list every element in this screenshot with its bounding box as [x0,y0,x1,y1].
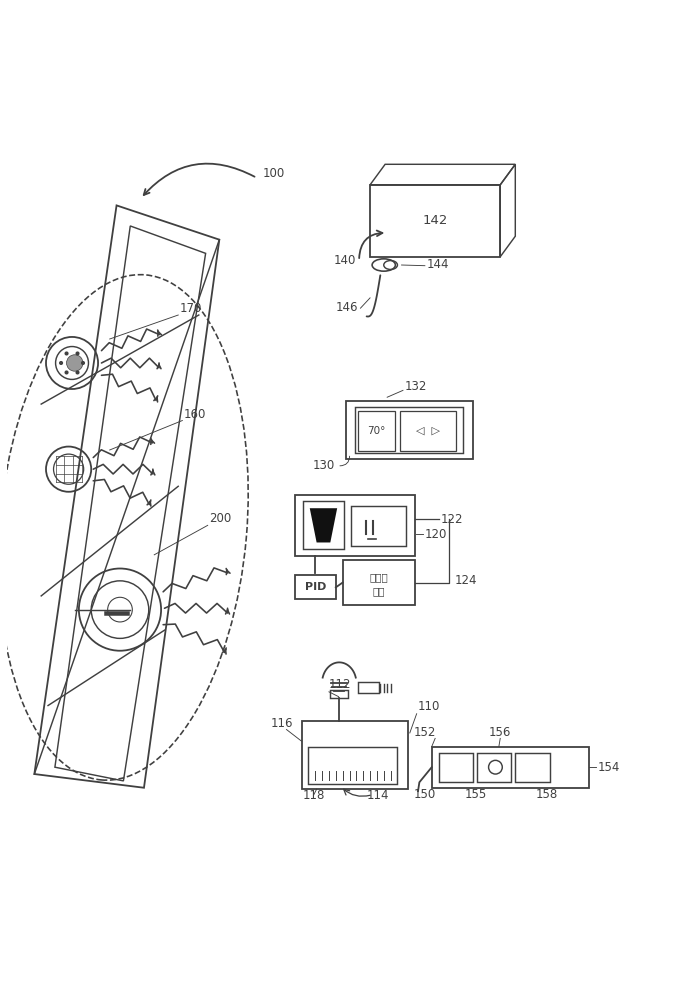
Text: PID: PID [305,582,326,592]
Text: 110: 110 [418,700,440,713]
Bar [343,560,415,605]
Bar [303,501,344,549]
Bar [477,753,511,782]
Bar [351,506,405,546]
Circle shape [64,370,69,375]
Text: 154: 154 [598,761,620,774]
Bar [432,747,589,788]
Circle shape [75,370,80,375]
Text: 100: 100 [263,167,285,180]
Text: 负载: 负载 [373,586,385,596]
Bar [370,185,500,257]
Bar [358,411,396,451]
Bar [308,747,398,784]
Bar [295,575,336,599]
Text: 150: 150 [414,788,436,801]
Text: ◁  ▷: ◁ ▷ [417,426,440,436]
Text: 156: 156 [489,726,512,739]
Text: 132: 132 [404,380,426,393]
Text: 152: 152 [414,726,436,739]
Text: 122: 122 [440,513,463,526]
Circle shape [81,361,85,365]
Bar [355,407,463,453]
Bar [359,682,379,693]
Polygon shape [310,508,337,542]
Bar [401,411,456,451]
Circle shape [75,351,80,356]
Circle shape [64,351,69,356]
Text: 112: 112 [329,678,352,691]
Bar [331,690,348,698]
Circle shape [59,361,63,365]
Text: 146: 146 [336,301,359,314]
Text: 124: 124 [454,574,477,587]
Bar [295,495,415,556]
Text: 116: 116 [271,717,293,730]
Circle shape [66,355,83,371]
Text: 120: 120 [425,528,447,541]
Bar [301,721,408,789]
Text: 144: 144 [427,258,449,271]
Text: 114: 114 [367,789,389,802]
Text: 200: 200 [209,512,231,525]
Text: 142: 142 [422,214,448,227]
Bar [515,753,549,782]
Bar [438,753,473,782]
Text: 插入式: 插入式 [369,572,388,582]
Text: 160: 160 [184,408,206,421]
Text: 118: 118 [303,789,325,802]
Text: 130: 130 [312,459,334,472]
Text: 170: 170 [180,302,202,315]
Text: 155: 155 [465,788,487,801]
Text: 70°: 70° [368,426,386,436]
Bar [346,401,473,459]
Text: 140: 140 [334,254,356,267]
Text: 158: 158 [535,788,558,801]
